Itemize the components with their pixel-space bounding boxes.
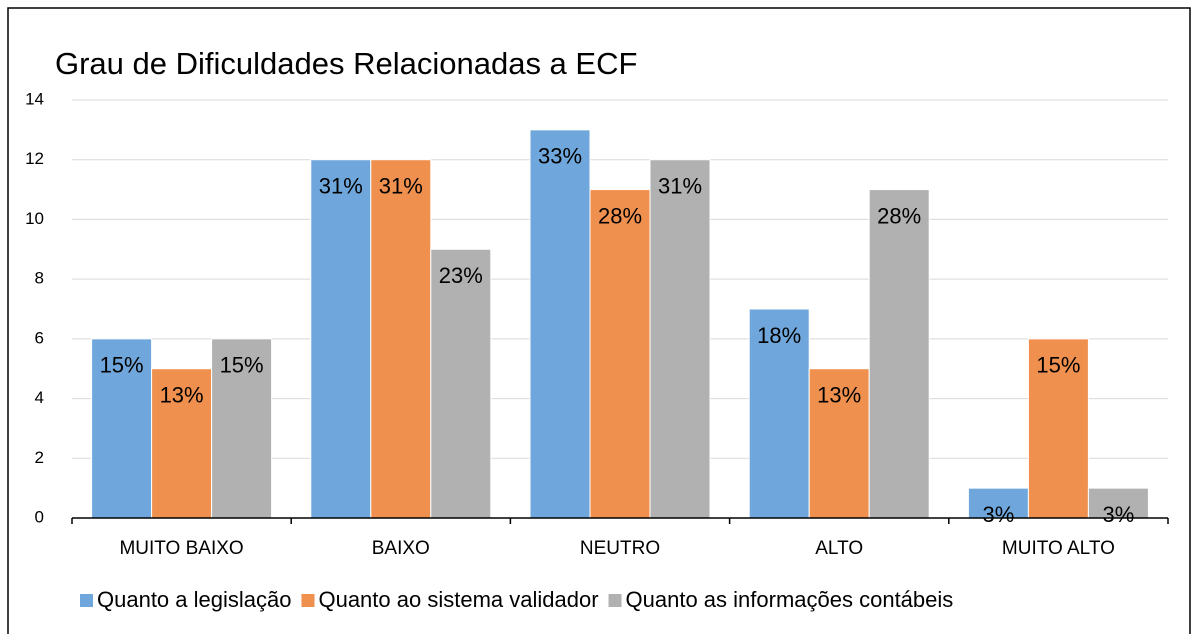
data-label: 28% [877, 203, 921, 228]
y-tick-label: 12 [25, 149, 44, 168]
data-label: 28% [598, 203, 642, 228]
legend-label: Quanto ao sistema validador [318, 587, 598, 612]
y-tick-label: 2 [35, 448, 44, 467]
data-label: 18% [757, 323, 801, 348]
data-label: 13% [160, 383, 204, 408]
data-label: 23% [439, 263, 483, 288]
chart-title: Grau de Dificuldades Relacionadas a ECF [55, 46, 637, 81]
data-label: 13% [817, 383, 861, 408]
bar [868, 189, 930, 519]
y-tick-label: 0 [35, 507, 44, 526]
x-tick-label: MUITO BAIXO [119, 538, 243, 559]
data-label: 31% [319, 174, 363, 199]
x-tick-label: NEUTRO [580, 538, 660, 559]
bar [430, 248, 492, 519]
data-label: 3% [983, 502, 1015, 527]
bar [649, 159, 711, 519]
frame [7, 7, 1191, 634]
data-label: 15% [100, 353, 144, 378]
bar [370, 159, 432, 519]
bar [310, 159, 372, 519]
data-label: 15% [220, 353, 264, 378]
data-label: 3% [1103, 502, 1135, 527]
y-tick-label: 14 [25, 89, 44, 108]
bar [1027, 338, 1089, 519]
data-label: 31% [379, 174, 423, 199]
y-tick-label: 6 [35, 328, 44, 347]
legend-label: Quanto a legislação [97, 587, 291, 612]
legend-swatch [80, 594, 93, 607]
data-label: 33% [538, 144, 582, 169]
legend-swatch [301, 594, 315, 607]
bar [589, 189, 651, 519]
bar [1087, 487, 1149, 519]
data-label: 15% [1036, 353, 1080, 378]
legend-swatch [608, 594, 622, 607]
y-tick-label: 10 [25, 209, 44, 228]
legend-label: Quanto as informações contábeis [626, 587, 954, 612]
data-label: 31% [658, 174, 702, 199]
bar [529, 129, 591, 519]
y-tick-label: 4 [35, 388, 44, 407]
y-tick-label: 8 [35, 269, 44, 288]
x-tick-label: ALTO [815, 538, 863, 559]
x-tick-label: MUITO ALTO [1002, 538, 1115, 559]
x-tick-label: BAIXO [372, 538, 430, 559]
